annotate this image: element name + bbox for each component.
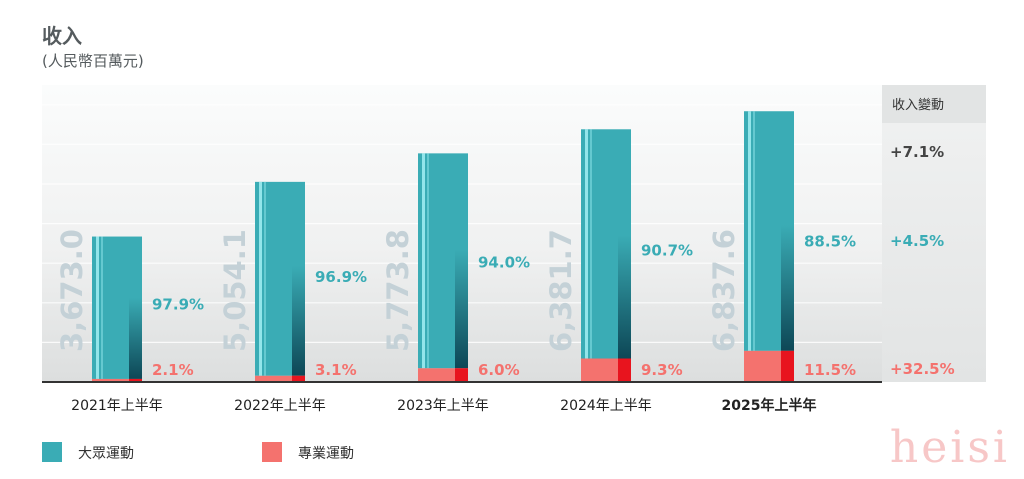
bar-highlight-0 [96, 236, 99, 379]
change-panel-header-background [882, 85, 986, 123]
change-total: +7.1% [890, 143, 944, 161]
bar-inner-4 [781, 224, 794, 351]
legend-swatch-mass [42, 442, 62, 462]
change-mass: +4.5% [890, 232, 944, 250]
mass-pct-label-0: 97.9% [152, 295, 204, 313]
category-label-3: 2024年上半年 [560, 398, 652, 414]
pro-pct-label-0: 2.1% [152, 361, 194, 379]
mass-pct-label-4: 88.5% [804, 233, 856, 251]
bar-professional-inner-4 [781, 350, 794, 382]
mass-pct-label-1: 96.9% [315, 268, 367, 286]
bar-inner-1 [292, 265, 305, 376]
change-panel-header: 收入變動 [892, 97, 944, 113]
bar-highlight-b-3 [590, 129, 592, 359]
pro-pct-label-4: 11.5% [804, 361, 856, 379]
legend-swatch-professional [262, 442, 282, 462]
bar-inner-0 [129, 297, 142, 379]
bar-highlight-2 [422, 153, 425, 369]
total-label-0: 3,673.0 [55, 229, 89, 352]
mass-pct-label-2: 94.0% [478, 254, 530, 272]
bar-highlight-b-1 [264, 181, 266, 376]
pro-pct-label-2: 6.0% [478, 361, 520, 379]
total-label-3: 6,381.7 [544, 229, 578, 352]
pro-pct-label-3: 9.3% [641, 361, 683, 379]
mass-pct-label-3: 90.7% [641, 242, 693, 260]
change-professional: +32.5% [890, 360, 955, 378]
bar-professional-0 [92, 378, 142, 382]
bar-professional-1 [255, 375, 305, 382]
bar-highlight-3 [585, 129, 588, 359]
legend-label-mass: 大眾運動 [78, 446, 134, 462]
watermark-text: heisi [889, 422, 1010, 473]
bar-highlight-b-4 [753, 111, 755, 351]
bar-professional-inner-2 [455, 368, 468, 382]
bar-inner-2 [455, 249, 468, 369]
category-label-0: 2021年上半年 [71, 398, 163, 414]
total-label-1: 5,054.1 [218, 229, 252, 352]
chart-title: 收入 [42, 24, 82, 48]
change-panel-background [882, 85, 986, 382]
bar-professional-inner-1 [292, 375, 305, 382]
category-label-2: 2023年上半年 [397, 398, 489, 414]
bar-inner-3 [618, 235, 631, 359]
bar-professional-inner-3 [618, 358, 631, 382]
bar-highlight-4 [748, 111, 751, 351]
category-label-1: 2022年上半年 [234, 398, 326, 414]
total-label-4: 6,837.6 [707, 229, 741, 352]
category-label-4: 2025年上半年 [722, 397, 817, 414]
chart-subtitle: (人民幣百萬元) [42, 52, 144, 70]
total-label-2: 5,773.8 [381, 229, 415, 352]
pro-pct-label-1: 3.1% [315, 361, 357, 379]
bar-professional-inner-0 [129, 378, 142, 382]
bar-highlight-b-0 [101, 236, 103, 379]
legend-label-professional: 專業運動 [298, 446, 354, 462]
bar-highlight-b-2 [427, 153, 429, 369]
bar-highlight-1 [259, 181, 262, 376]
